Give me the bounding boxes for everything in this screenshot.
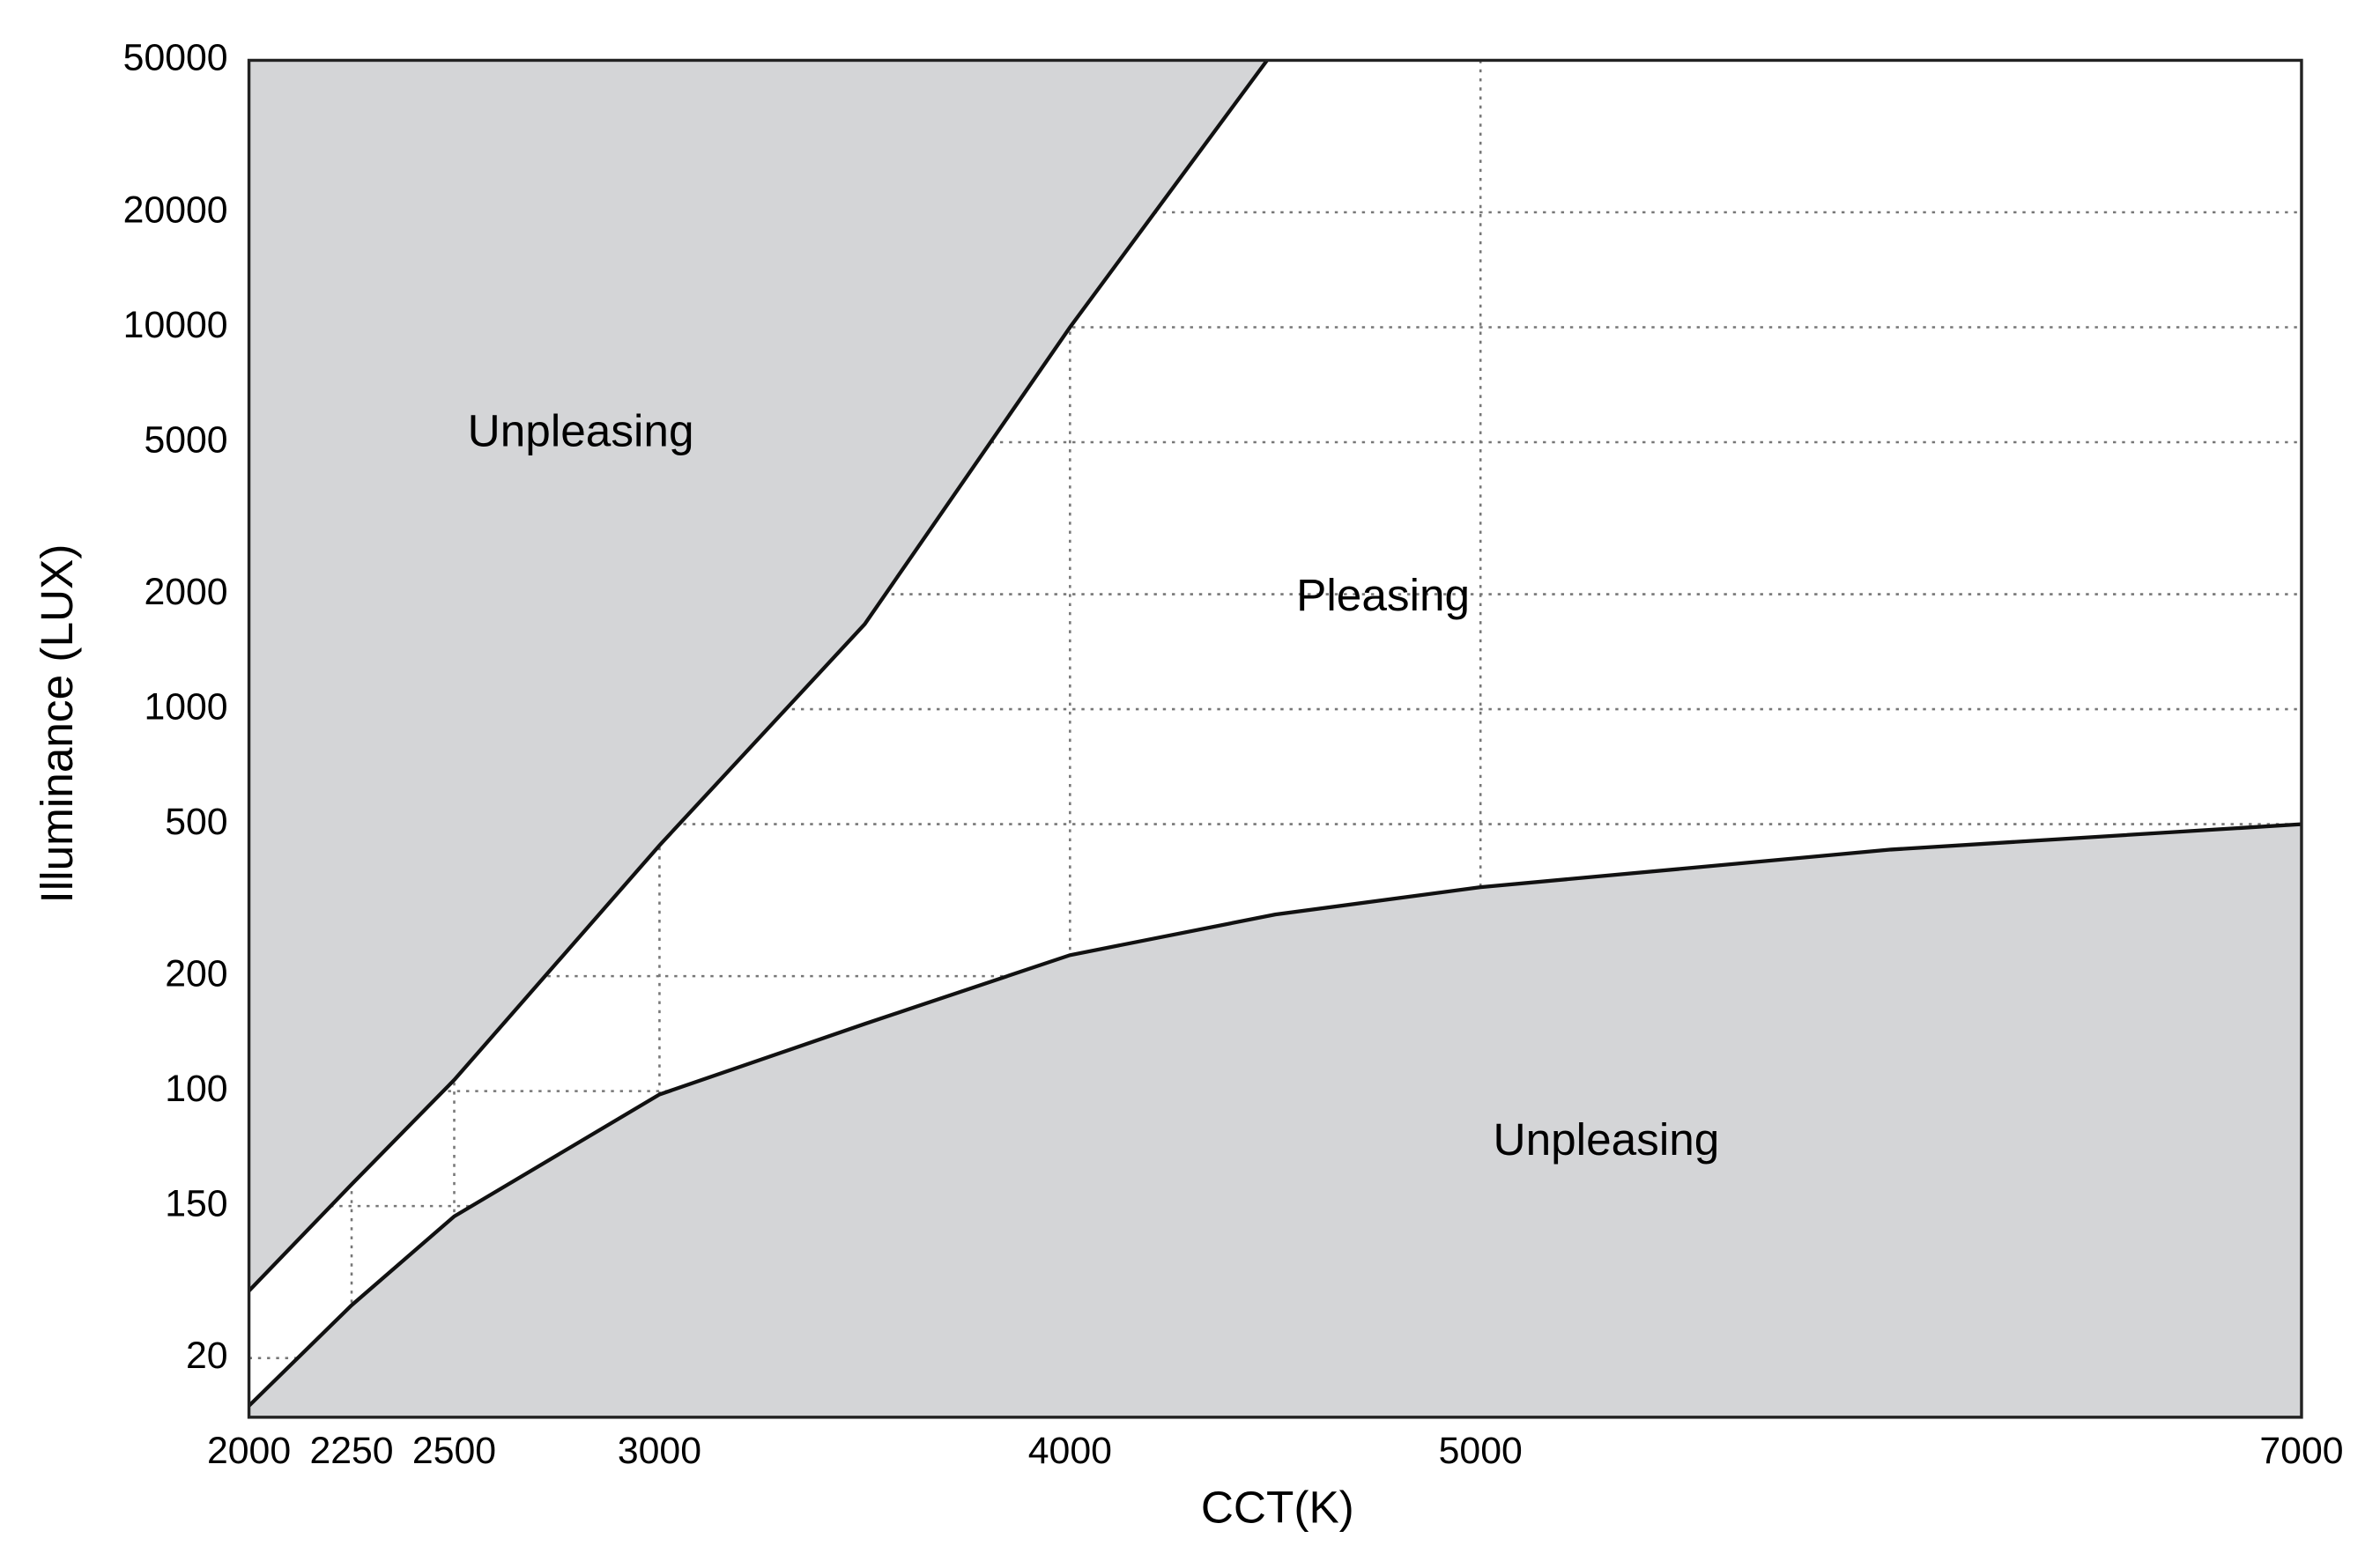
boundary-line xyxy=(248,822,2302,1408)
region-label: Pleasing xyxy=(1296,570,1470,620)
x-tick-label: 4000 xyxy=(1028,1430,1112,1472)
y-tick-label: 50000 xyxy=(123,37,228,79)
region-label: Unpleasing xyxy=(1494,1114,1720,1165)
y-tick-label: 200 xyxy=(165,952,227,995)
y-tick-label: 100 xyxy=(165,1068,227,1110)
unpleasing-region xyxy=(248,824,2302,1417)
boundary-line xyxy=(248,59,1269,1292)
x-tick-label: 3000 xyxy=(618,1430,701,1472)
y-tick-label: 1000 xyxy=(144,685,227,728)
y-tick-label: 20 xyxy=(186,1335,228,1377)
y-tick-label: 150 xyxy=(165,1182,227,1224)
x-tick-label: 2250 xyxy=(309,1430,393,1472)
x-tick-label: 2000 xyxy=(207,1430,291,1472)
x-axis-label: CCT(K) xyxy=(1201,1483,1354,1533)
x-tick-label: 7000 xyxy=(2259,1430,2343,1472)
y-tick-label: 500 xyxy=(165,801,227,843)
y-tick-label: 10000 xyxy=(123,304,228,346)
unpleasing-region xyxy=(248,60,1267,1291)
region-label: Unpleasing xyxy=(468,405,694,455)
y-tick-label: 20000 xyxy=(123,189,228,231)
x-tick-label: 5000 xyxy=(1439,1430,1523,1472)
y-tick-label: 2000 xyxy=(144,571,227,613)
y-axis-label: Illuminance (LUX) xyxy=(32,544,82,904)
y-tick-label: 5000 xyxy=(144,418,227,461)
x-tick-label: 2500 xyxy=(412,1430,496,1472)
plot-frame xyxy=(247,58,2303,1419)
